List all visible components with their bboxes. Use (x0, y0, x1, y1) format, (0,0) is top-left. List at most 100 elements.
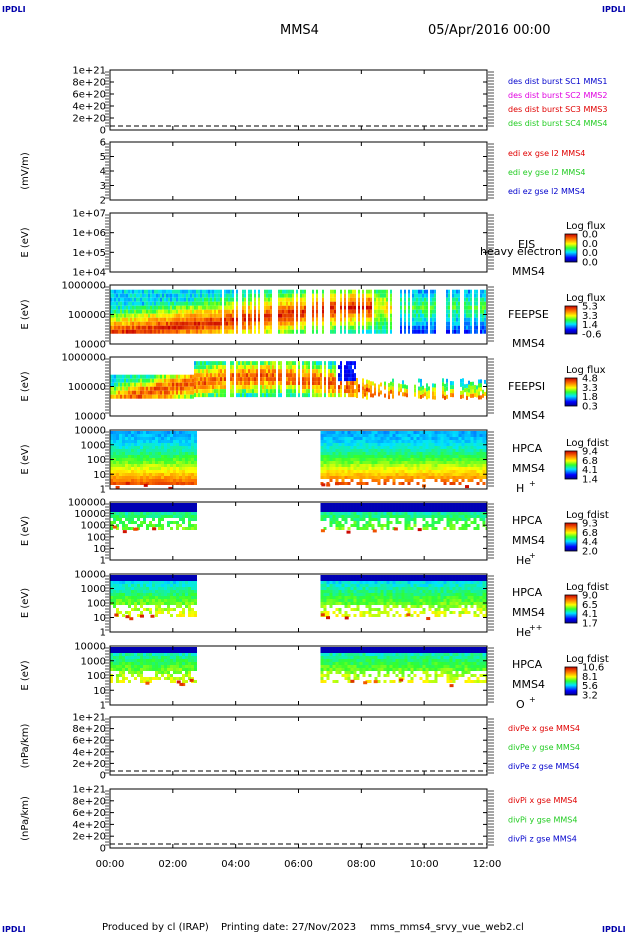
ytick-label: 100000 (68, 310, 106, 321)
ytick-label: 1 (100, 556, 106, 567)
colorbar-tick-label: 4.1 (582, 465, 598, 476)
colorbar-title: Log flux (566, 221, 606, 232)
y-axis-label: E (eV) (20, 444, 31, 474)
panel-3: 1e+07 1e+06 1e+05 1e+04 E (eV) EIS MMS4 heavy e… (20, 209, 606, 279)
time-tick-label: 12:00 (473, 859, 502, 870)
ytick-label: 10 (93, 613, 106, 624)
ytick-label: 0 (100, 126, 106, 137)
ytick-label: 4e+20 (72, 102, 106, 113)
ytick-label: 100 (87, 455, 106, 466)
ytick-label: 10 (93, 544, 106, 555)
instrument-label: EIS (518, 238, 535, 251)
ytick-label: 5 (100, 152, 106, 163)
colorbar (564, 305, 578, 335)
ytick-label: 6e+20 (72, 808, 106, 819)
time-tick-label: 06:00 (284, 859, 313, 870)
instrument-label: HPCA (512, 586, 543, 599)
colorbar-tick-label: 1.8 (582, 392, 598, 403)
spectrogram-5 (110, 361, 487, 400)
spacecraft-label: MMS4 (512, 534, 545, 547)
colorbar-tick-label: 4.8 (582, 374, 598, 385)
header-spacecraft: MMS4 (280, 23, 319, 38)
instrument-label: HPCA (512, 658, 543, 671)
legend-entry: des dist burst SC3 MMS3 (508, 105, 607, 114)
colorbar-tick-label: 4.1 (582, 609, 598, 620)
ytick-label: 100 (87, 671, 106, 682)
ytick-label: 1e+05 (72, 248, 106, 259)
ytick-label: 1 (100, 701, 106, 712)
colorbar (564, 450, 578, 480)
colorbar-title: Log flux (566, 365, 606, 376)
footer-script: mms_mms4_srvy_vue_web2.cl (370, 922, 524, 933)
ytick-label: 6 (100, 138, 106, 149)
colorbar-tick-label: 0.0 (582, 258, 598, 269)
colorbar-tick-label: 10.6 (582, 663, 604, 674)
colorbar (564, 666, 578, 696)
instrument-label: HPCA (512, 442, 543, 455)
species-label: He (516, 554, 531, 567)
panel-frame-10 (109, 716, 488, 776)
colorbar-title: Log fdist (566, 438, 609, 449)
legend-entry: des dist burst SC1 MMS1 (508, 77, 607, 86)
corner-label-top-left: IPDLI (2, 5, 26, 14)
colorbar-tick-label: 3.3 (582, 311, 598, 322)
legend-entry: divPi z gse MMS4 (508, 835, 577, 844)
footer-printing-date: Printing date: 27/Nov/2023 (221, 922, 356, 933)
legend-entry: divPi y gse MMS4 (508, 815, 577, 824)
colorbar-tick-label: 3.3 (582, 383, 598, 394)
colorbar-tick-label: -0.6 (582, 330, 602, 341)
ytick-label: 4e+20 (72, 747, 106, 758)
ytick-label: 1000 (81, 440, 106, 451)
panel-4: 1000000 100000 10000 E (eV) FEEPSE MMS4 Log fl… (20, 281, 606, 351)
colorbar (564, 594, 578, 624)
colorbar (564, 522, 578, 552)
ytick-label: 8e+20 (72, 724, 106, 735)
panel-frame-11 (109, 788, 488, 849)
colorbar-tick-label: 9.3 (582, 519, 598, 530)
header-datetime: 05/Apr/2016 00:00 (428, 23, 550, 38)
y-axis-label: (nPa/km) (20, 724, 31, 769)
spectrogram-9 (110, 647, 487, 688)
time-tick-label: 02:00 (158, 859, 187, 870)
ytick-label: 1e+06 (72, 228, 106, 239)
ytick-label: 3 (100, 181, 106, 192)
ytick-label: 2 (100, 196, 106, 207)
colorbar-tick-label: 6.8 (582, 456, 598, 467)
ytick-label: 1e+04 (72, 268, 106, 279)
y-axis-label: (nPa/km) (20, 796, 31, 841)
species-label: He (516, 626, 531, 639)
panel-6: 10000 1000 100 10 1 E (eV) HPCA MMS4 H + Log fdist… (20, 426, 609, 496)
colorbar-tick-label: 0.0 (582, 230, 598, 241)
spacecraft-label: MMS4 (512, 678, 545, 691)
colorbar-tick-label: 1.4 (582, 475, 598, 486)
panel-frame-1 (109, 69, 488, 131)
y-axis-label: E (eV) (20, 227, 31, 257)
time-axis: 00:00 02:00 04:00 06:00 08:00 10:00 12:00 (96, 859, 502, 870)
y-axis-label: E (eV) (20, 371, 31, 401)
panel-5: 1000000 100000 10000 E (eV) FEEPSI MMS4 Log fl… (20, 353, 606, 423)
colorbar (564, 233, 578, 263)
spacecraft-label: MMS4 (512, 462, 545, 475)
colorbar-tick-label: 5.3 (582, 302, 598, 313)
ytick-label: 1e+21 (72, 785, 106, 796)
ytick-label: 10 (93, 470, 106, 481)
colorbar-tick-label: 4.4 (582, 537, 598, 548)
ytick-label: 1 (100, 628, 106, 639)
ytick-label: 10000 (74, 412, 106, 423)
ytick-label: 0 (100, 771, 106, 782)
spacecraft-label: MMS4 (512, 337, 545, 350)
ytick-label: 2e+20 (72, 759, 106, 770)
ytick-label: 10000 (74, 509, 106, 520)
y-axis-label: E (eV) (20, 516, 31, 546)
species-label: H (516, 482, 524, 495)
species-charge: + (529, 479, 536, 488)
ytick-label: 100 (87, 599, 106, 610)
ytick-label: 6e+20 (72, 736, 106, 747)
panel-8: 10000 1000 100 10 1 E (eV) HPCA MMS4 He++ Log fdi… (20, 570, 609, 640)
ytick-label: 100000 (68, 382, 106, 393)
ytick-label: 1000 (81, 521, 106, 532)
